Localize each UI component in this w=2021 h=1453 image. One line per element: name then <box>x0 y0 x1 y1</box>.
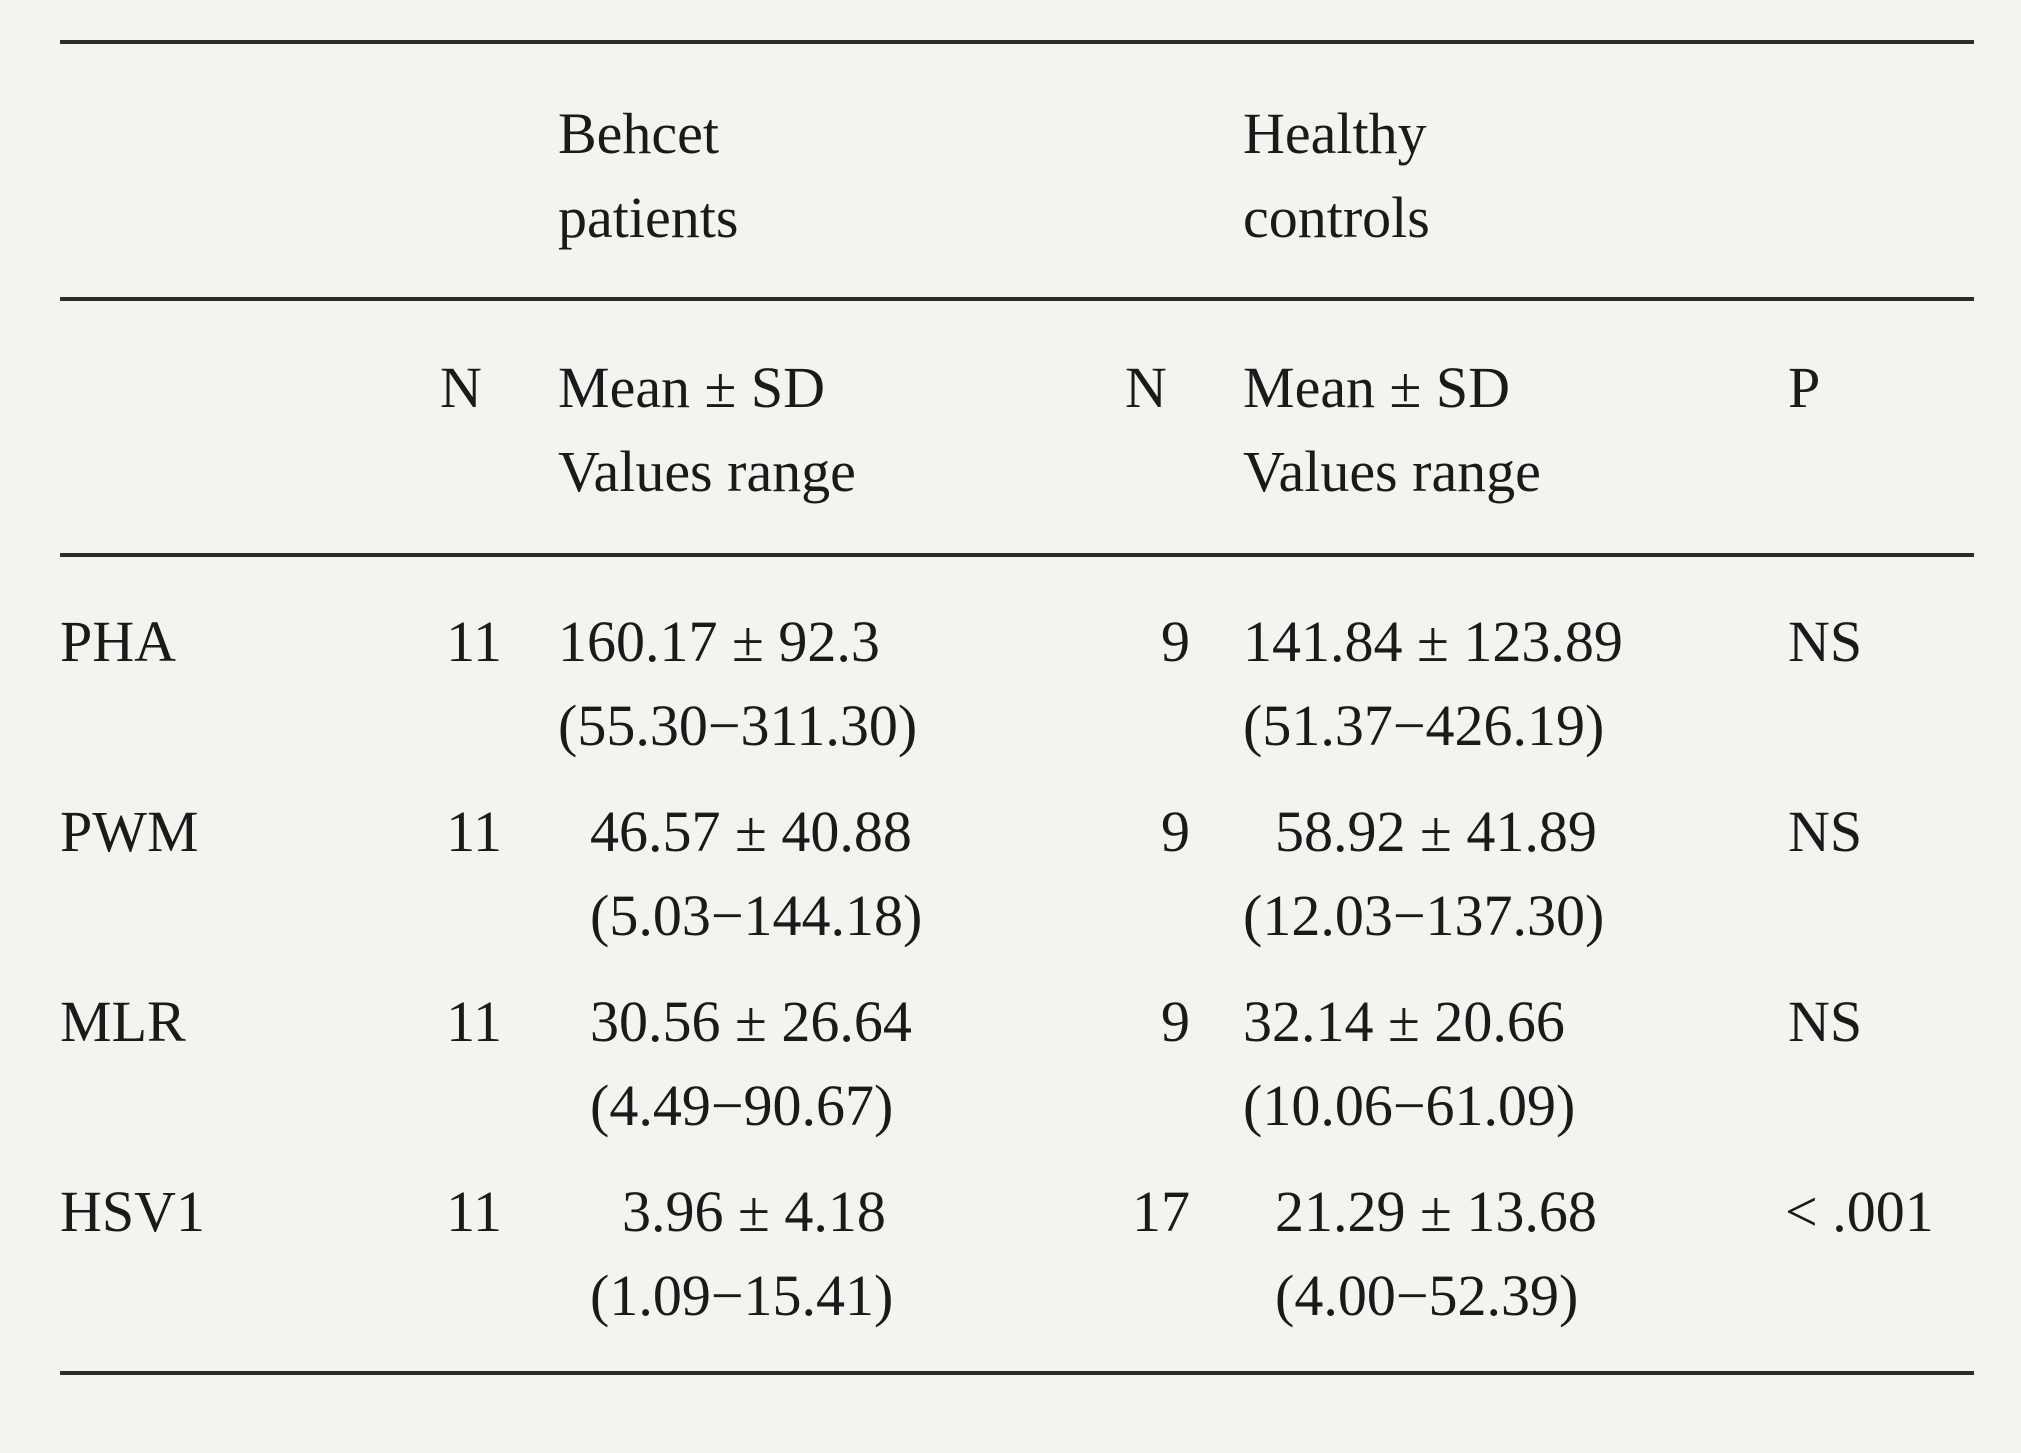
row-pha-n-healthy: 9 <box>1161 609 1190 674</box>
group-header-healthy-line2: controls <box>1243 185 1430 250</box>
row-hsv1-behcet-range: (1.09−15.41) <box>590 1263 894 1328</box>
column-header-n-healthy: N <box>1125 355 1167 420</box>
top-rule <box>60 40 1974 44</box>
row-pwm-behcet-values: 46.57 ± 40.88 (5.03−144.18) <box>590 790 922 958</box>
row-hsv1-n-healthy: 17 <box>1132 1179 1190 1244</box>
row-pwm-healthy-mean: 58.92 ± 41.89 <box>1275 799 1597 864</box>
group-header-behcet: Behcet patients <box>558 92 738 260</box>
column-header-healthy-stats: Mean ± SD Values range <box>1243 346 1541 514</box>
group-header-healthy: Healthy controls <box>1243 92 1430 260</box>
row-hsv1-healthy-range: (4.00−52.39) <box>1275 1263 1579 1328</box>
row-pha-healthy-values: 141.84 ± 123.89 (51.37−426.19) <box>1243 600 1623 768</box>
row-mlr-n-behcet: 11 <box>446 989 502 1054</box>
row-hsv1-n-behcet: 11 <box>446 1179 502 1244</box>
row-pwm-healthy-range: (12.03−137.30) <box>1243 883 1605 948</box>
column-header-behcet-stats: Mean ± SD Values range <box>558 346 856 514</box>
row-hsv1-healthy-mean: 21.29 ± 13.68 <box>1275 1179 1597 1244</box>
column-header-healthy-range: Values range <box>1243 439 1541 504</box>
row-label-mlr: MLR <box>60 989 186 1054</box>
row-pwm-healthy-values: 58.92 ± 41.89 (12.03−137.30) <box>1243 790 1604 958</box>
column-header-p: P <box>1788 355 1821 420</box>
column-header-healthy-mean: Mean ± SD <box>1243 355 1511 420</box>
row-pwm-n-behcet: 11 <box>446 799 502 864</box>
row-mlr-healthy-values: 32.14 ± 20.66 (10.06−61.09) <box>1243 980 1575 1148</box>
column-header-n-behcet: N <box>440 355 482 420</box>
row-mlr-healthy-mean: 32.14 ± 20.66 <box>1243 989 1565 1054</box>
row-mlr-healthy-range: (10.06−61.09) <box>1243 1073 1576 1138</box>
row-mlr-p: NS <box>1788 989 1863 1054</box>
row-hsv1-behcet-mean: 3.96 ± 4.18 <box>622 1179 886 1244</box>
row-pwm-behcet-mean: 46.57 ± 40.88 <box>590 799 912 864</box>
column-header-behcet-mean: Mean ± SD <box>558 355 826 420</box>
column-header-behcet-range: Values range <box>558 439 856 504</box>
group-header-healthy-line1: Healthy <box>1243 101 1427 166</box>
row-pwm-p: NS <box>1788 799 1863 864</box>
row-pha-p: NS <box>1788 609 1863 674</box>
group-header-behcet-line1: Behcet <box>558 101 720 166</box>
row-pwm-behcet-range: (5.03−144.18) <box>590 883 923 948</box>
row-pha-n-behcet: 11 <box>446 609 502 674</box>
bottom-rule <box>60 1371 1974 1375</box>
row-label-pwm: PWM <box>60 799 199 864</box>
row-pha-behcet-values: 160.17 ± 92.3 (55.30−311.30) <box>558 600 917 768</box>
row-pha-healthy-range: (51.37−426.19) <box>1243 693 1605 758</box>
row-pha-behcet-range: (55.30−311.30) <box>558 693 918 758</box>
row-pha-healthy-mean: 141.84 ± 123.89 <box>1243 609 1623 674</box>
row-pha-behcet-mean: 160.17 ± 92.3 <box>558 609 880 674</box>
row-hsv1-healthy-values: 21.29 ± 13.68 (4.00−52.39) <box>1275 1170 1597 1338</box>
row-mlr-behcet-range: (4.49−90.67) <box>590 1073 894 1138</box>
row-hsv1-behcet-values: 3.96 ± 4.18 (1.09−15.41) <box>590 1170 893 1338</box>
row-mlr-behcet-values: 30.56 ± 26.64 (4.49−90.67) <box>590 980 912 1148</box>
row-mlr-n-healthy: 9 <box>1161 989 1190 1054</box>
column-header-rule <box>60 553 1974 557</box>
group-header-behcet-line2: patients <box>558 185 739 250</box>
row-hsv1-p: < .001 <box>1785 1179 1934 1244</box>
row-label-hsv1: HSV1 <box>60 1179 206 1244</box>
group-header-rule <box>60 297 1974 301</box>
row-label-pha: PHA <box>60 609 177 674</box>
row-mlr-behcet-mean: 30.56 ± 26.64 <box>590 989 912 1054</box>
row-pwm-n-healthy: 9 <box>1161 799 1190 864</box>
